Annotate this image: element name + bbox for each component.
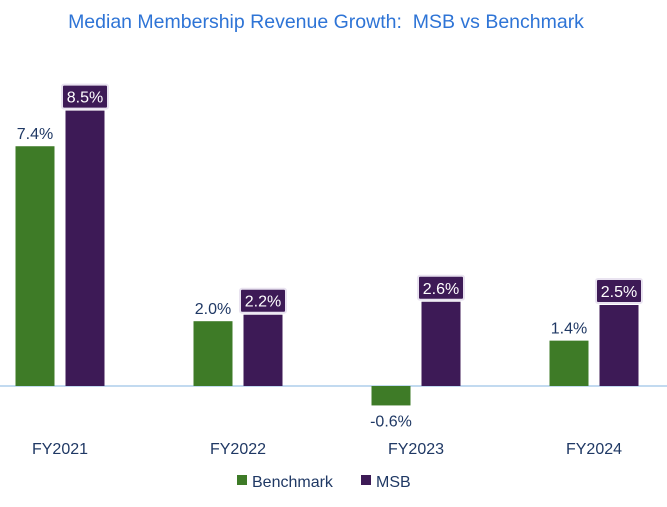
bars-layer [15, 110, 639, 406]
data-label-box-msb-fy2022 [239, 287, 287, 314]
bar-msb-fy2023 [421, 301, 461, 386]
legend-swatch-benchmark [237, 475, 247, 485]
bar-msb-fy2021 [65, 110, 105, 386]
data-label-box-msb-fy2023 [417, 274, 465, 301]
bar-benchmark-fy2022 [193, 321, 233, 386]
data-labels-layer: 7.4% 8.5% 2.0% 2.2% -0.6% 2.6% 1.4% 2.5% [17, 83, 643, 430]
legend-label-msb: MSB [376, 474, 411, 491]
data-label-msb-fy2024: 2.5% [601, 284, 637, 301]
bar-benchmark-fy2023 [371, 386, 411, 406]
chart-title: Median Membership Revenue Growth: MSB vs… [68, 11, 584, 33]
data-label-benchmark-fy2024: 1.4% [551, 321, 587, 338]
bar-msb-fy2022 [243, 314, 283, 386]
data-label-benchmark-fy2021: 7.4% [17, 126, 53, 143]
bar-msb-fy2024 [599, 305, 639, 386]
bar-benchmark-fy2021 [15, 146, 55, 386]
data-label-box-msb-fy2024 [595, 278, 643, 304]
legend-swatch-msb [361, 475, 371, 485]
legend: Benchmark MSB [237, 474, 411, 491]
data-label-benchmark-fy2023: -0.6% [370, 413, 412, 430]
data-label-msb-fy2023: 2.6% [423, 281, 459, 298]
data-label-box-msb-fy2021 [61, 83, 109, 110]
data-label-benchmark-fy2022: 2.0% [195, 301, 231, 318]
bar-benchmark-fy2024 [549, 340, 589, 386]
data-label-msb-fy2022: 2.2% [245, 294, 281, 311]
x-tick-label-fy2021: FY2021 [32, 441, 88, 458]
x-tick-label-fy2024: FY2024 [566, 441, 622, 458]
legend-label-benchmark: Benchmark [252, 474, 334, 491]
x-tick-label-fy2022: FY2022 [210, 441, 266, 458]
data-label-msb-fy2021: 8.5% [67, 90, 103, 107]
x-tick-label-fy2023: FY2023 [388, 441, 444, 458]
x-tick-labels: FY2021 FY2022 FY2023 FY2024 [32, 441, 622, 458]
